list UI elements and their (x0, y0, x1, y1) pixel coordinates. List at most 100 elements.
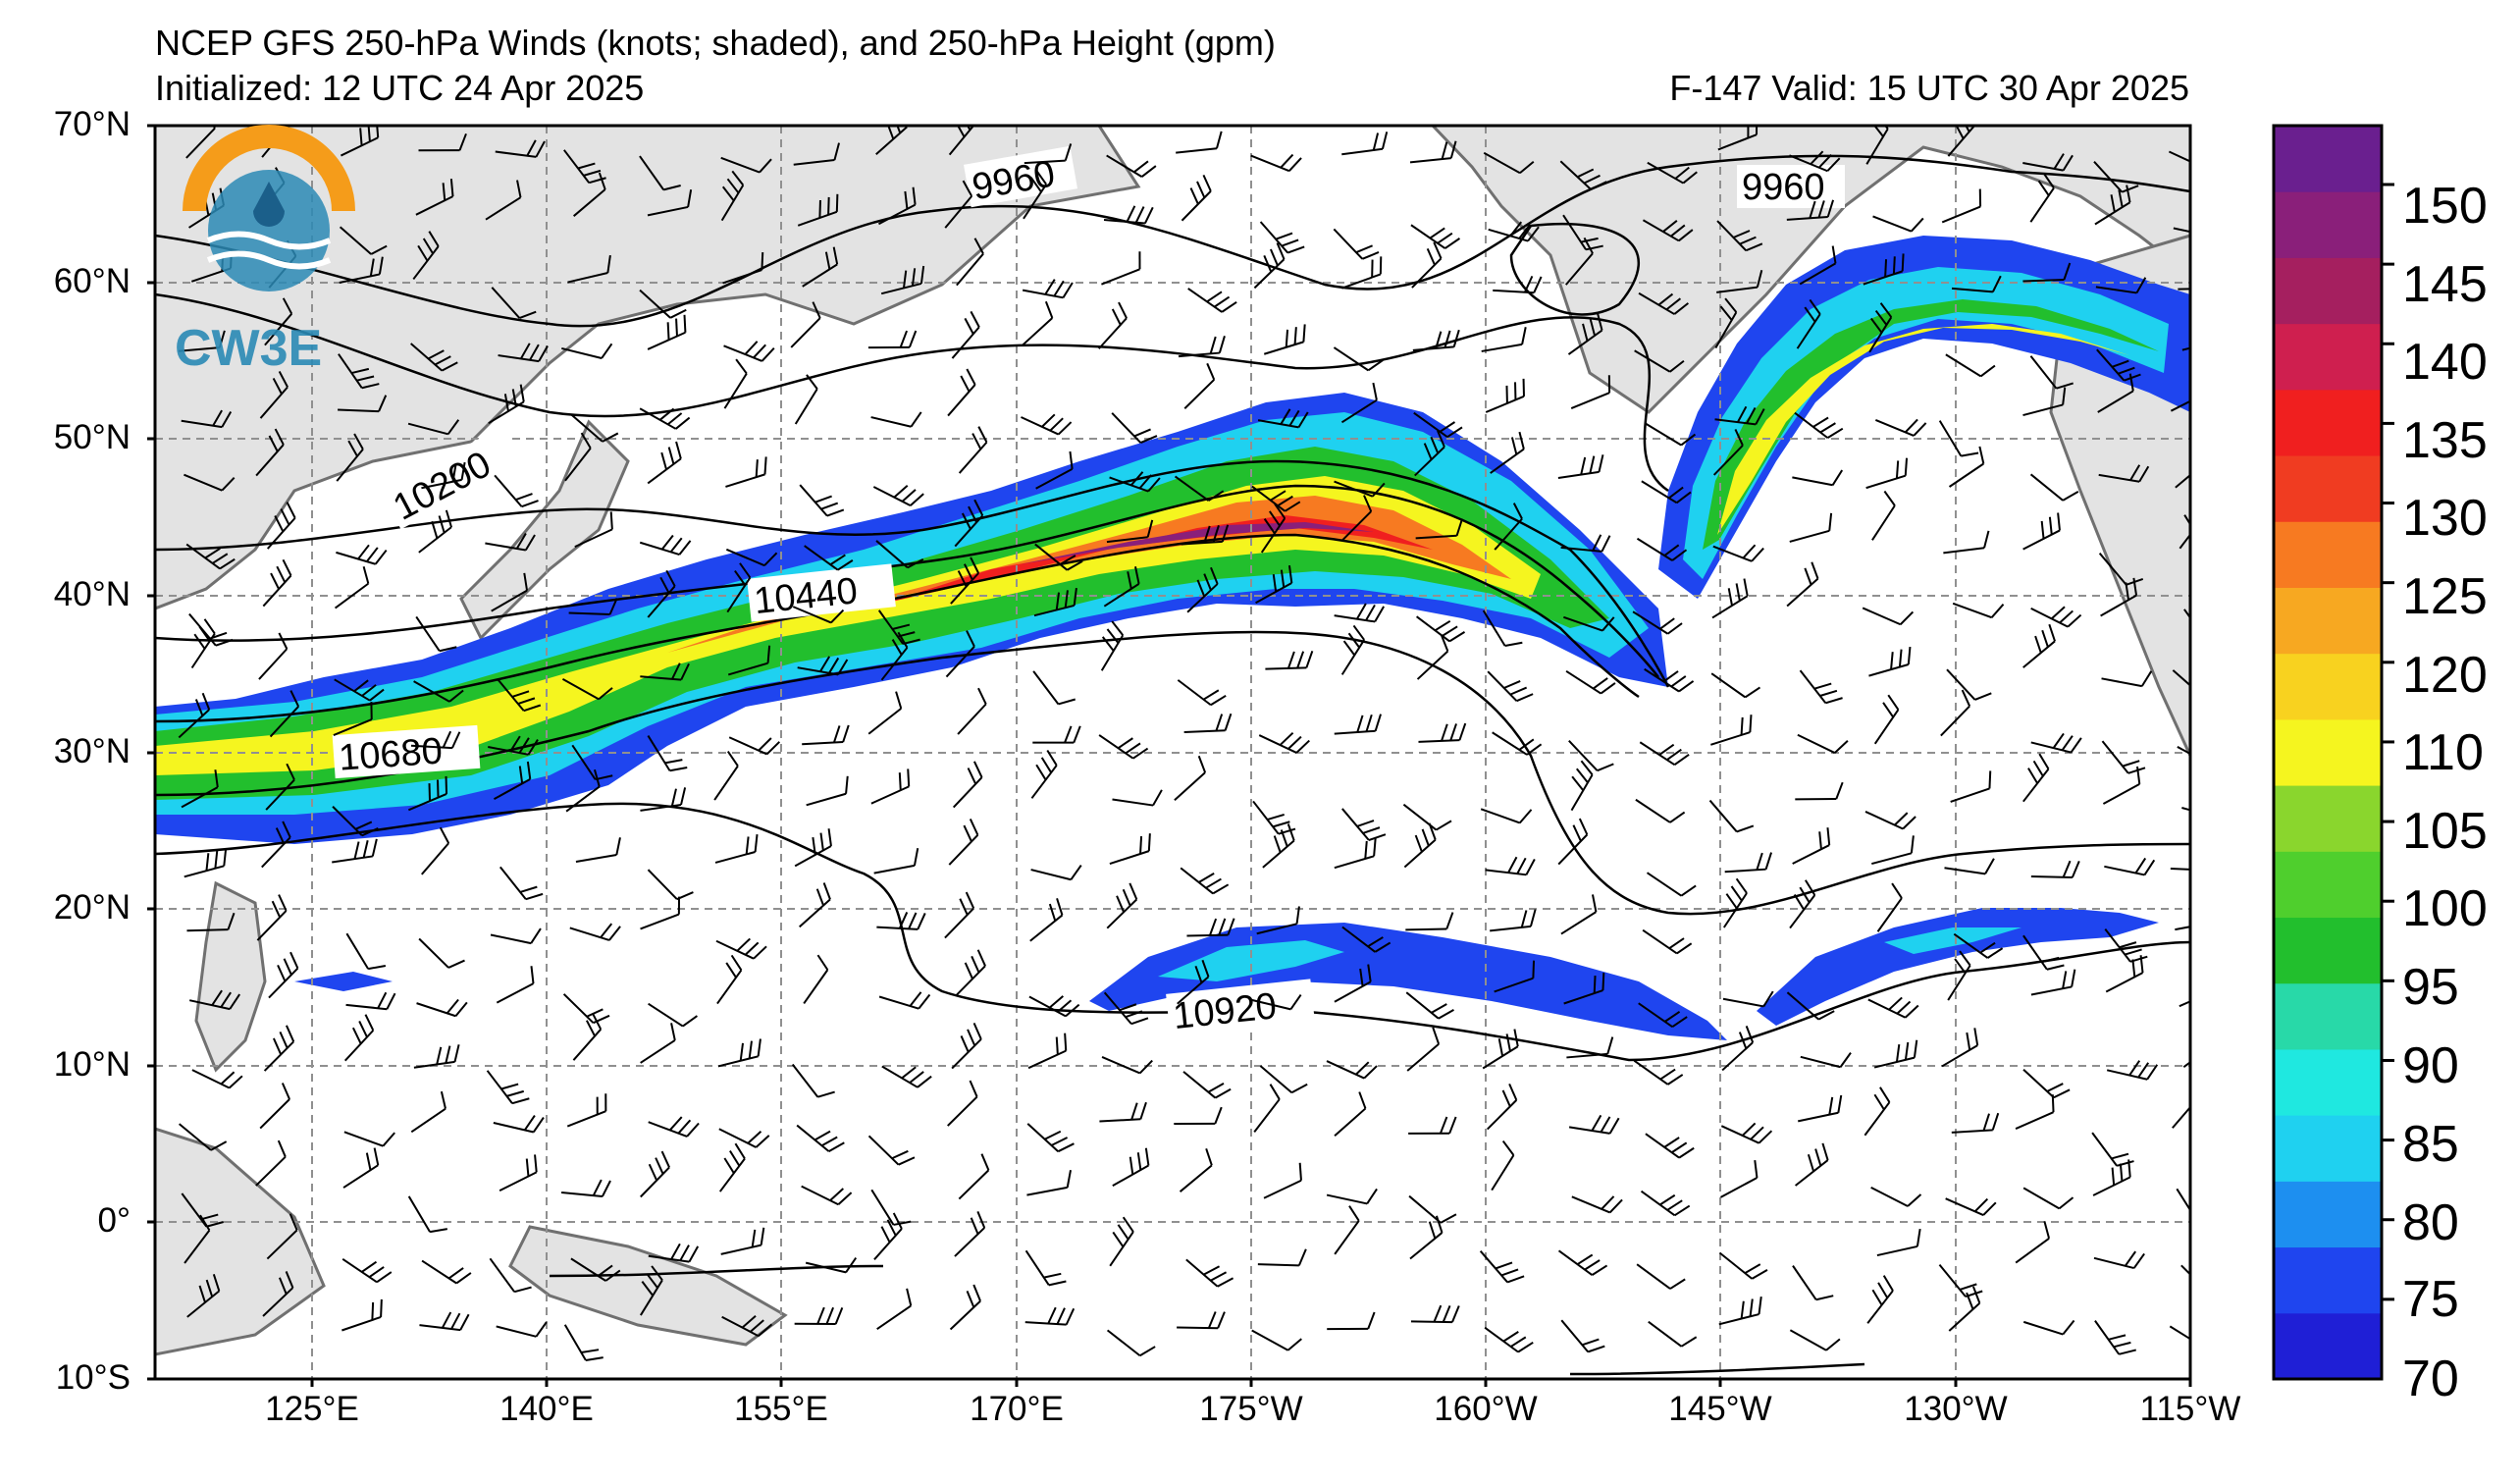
wind-barb (1493, 275, 1543, 294)
wind-barb (1340, 495, 1373, 542)
wind-barb (1251, 1329, 1302, 1351)
wind-barb (268, 951, 299, 999)
wind-barb (1177, 959, 1210, 1005)
wind-barb (1112, 1147, 1150, 1188)
wind-barb (1479, 1250, 1525, 1284)
wind-barb (802, 724, 850, 746)
wind-barb (485, 180, 522, 221)
wind-barb (574, 511, 613, 549)
wind-barb (1265, 651, 1314, 670)
lon-label-115w: 115°W (2139, 1390, 2241, 1428)
colorbar-label: 95 (2402, 959, 2459, 1016)
wind-barb (1340, 624, 1366, 675)
wind-barb (494, 761, 532, 801)
wind-barb (1406, 1027, 1441, 1072)
wind-barb (1794, 411, 1844, 439)
wind-barb (714, 833, 759, 864)
land-new-guinea (508, 1225, 788, 1347)
wind-barb (419, 1311, 470, 1332)
wind-barb (499, 866, 544, 901)
wind-barb (948, 126, 975, 156)
wind-barb (2098, 464, 2150, 483)
wind-barb (1408, 1116, 1457, 1135)
wind-barb (720, 170, 745, 222)
wind-barb (1101, 251, 1141, 286)
wind-barb (1953, 932, 2004, 959)
wind-barb (418, 937, 465, 969)
wind-barb (561, 343, 613, 359)
wind-barb (1868, 646, 1912, 677)
wind-barb (951, 310, 980, 359)
wind-barb (489, 1257, 532, 1294)
wind-barb (2022, 262, 2072, 283)
wind-barb (1950, 770, 1992, 803)
wind-barb (1716, 269, 1763, 293)
wind-barb (2176, 1188, 2190, 1212)
wind-barb (945, 630, 975, 678)
wind-barb (1484, 1326, 1534, 1353)
wind-barb (490, 927, 542, 945)
wind-barb (567, 255, 611, 284)
wind-barb (727, 645, 771, 676)
lat-label-50n: 50°N (53, 418, 131, 456)
wind-barb (2169, 1325, 2190, 1341)
wind-barb (792, 606, 845, 624)
wind-barb (1941, 1028, 1979, 1068)
colorbar-segment (2274, 126, 2382, 192)
colorbar-frame (2272, 124, 2384, 1381)
wind-barb (722, 252, 764, 285)
wind-barb (1870, 1187, 1922, 1207)
height-contours (155, 154, 2190, 1376)
wind-barb (560, 1179, 611, 1198)
wind-barb (870, 411, 922, 428)
wind-barb (1103, 991, 1149, 1026)
lon-label-130w: 130°W (1904, 1390, 2008, 1428)
wind-barb (1491, 1139, 1515, 1192)
wind-barb (412, 231, 440, 281)
wind-barb (1178, 336, 1226, 358)
wind-barb (413, 680, 464, 703)
wind-barb (1557, 818, 1589, 866)
wind-barb (497, 678, 542, 713)
colorbar-label: 105 (2402, 803, 2488, 860)
wind-barb (956, 238, 984, 287)
wind-barb (1259, 1065, 1308, 1094)
wind-barb (721, 1315, 773, 1338)
wind-barb (1718, 1297, 1762, 1326)
wind-barb (1795, 781, 1844, 801)
wind-barb (2175, 473, 2190, 489)
wind-barb (1250, 153, 1302, 173)
wind-barb (1340, 382, 1378, 424)
wind-barb (178, 1123, 228, 1151)
wind-barb (648, 1243, 700, 1263)
wind-barb (1334, 838, 1377, 870)
lat-label-70n: 70°N (53, 105, 131, 143)
wind-barb (639, 407, 691, 430)
wind-barb (1186, 566, 1219, 613)
wind-barb (2172, 669, 2190, 687)
wind-barb (1710, 715, 1753, 746)
wind-barb (2022, 623, 2056, 668)
wind-barb (2181, 807, 2190, 812)
wind-barb (2030, 732, 2082, 754)
wind-barb (955, 949, 986, 996)
wind-barb (1403, 822, 1437, 869)
wind-barb (1948, 1286, 1981, 1332)
wind-barb (342, 1147, 380, 1189)
wind-barb (1488, 221, 1540, 242)
wind-barb (1181, 174, 1212, 222)
wind-barb (569, 923, 621, 941)
wind-barb (1948, 446, 1985, 488)
wind-barb (181, 409, 233, 429)
wind-barb (572, 1013, 603, 1061)
wind-barb (950, 556, 980, 605)
wind-barb (184, 473, 236, 492)
wind-barb (1570, 375, 1611, 409)
wind-barb (1792, 827, 1831, 865)
wind-barb (2183, 609, 2190, 620)
wind-barb (1410, 224, 1461, 249)
colorbar-label: 135 (2402, 412, 2488, 469)
wind-barb (725, 456, 767, 488)
wind-barb (867, 1135, 916, 1166)
wind-barb (1408, 1194, 1457, 1224)
